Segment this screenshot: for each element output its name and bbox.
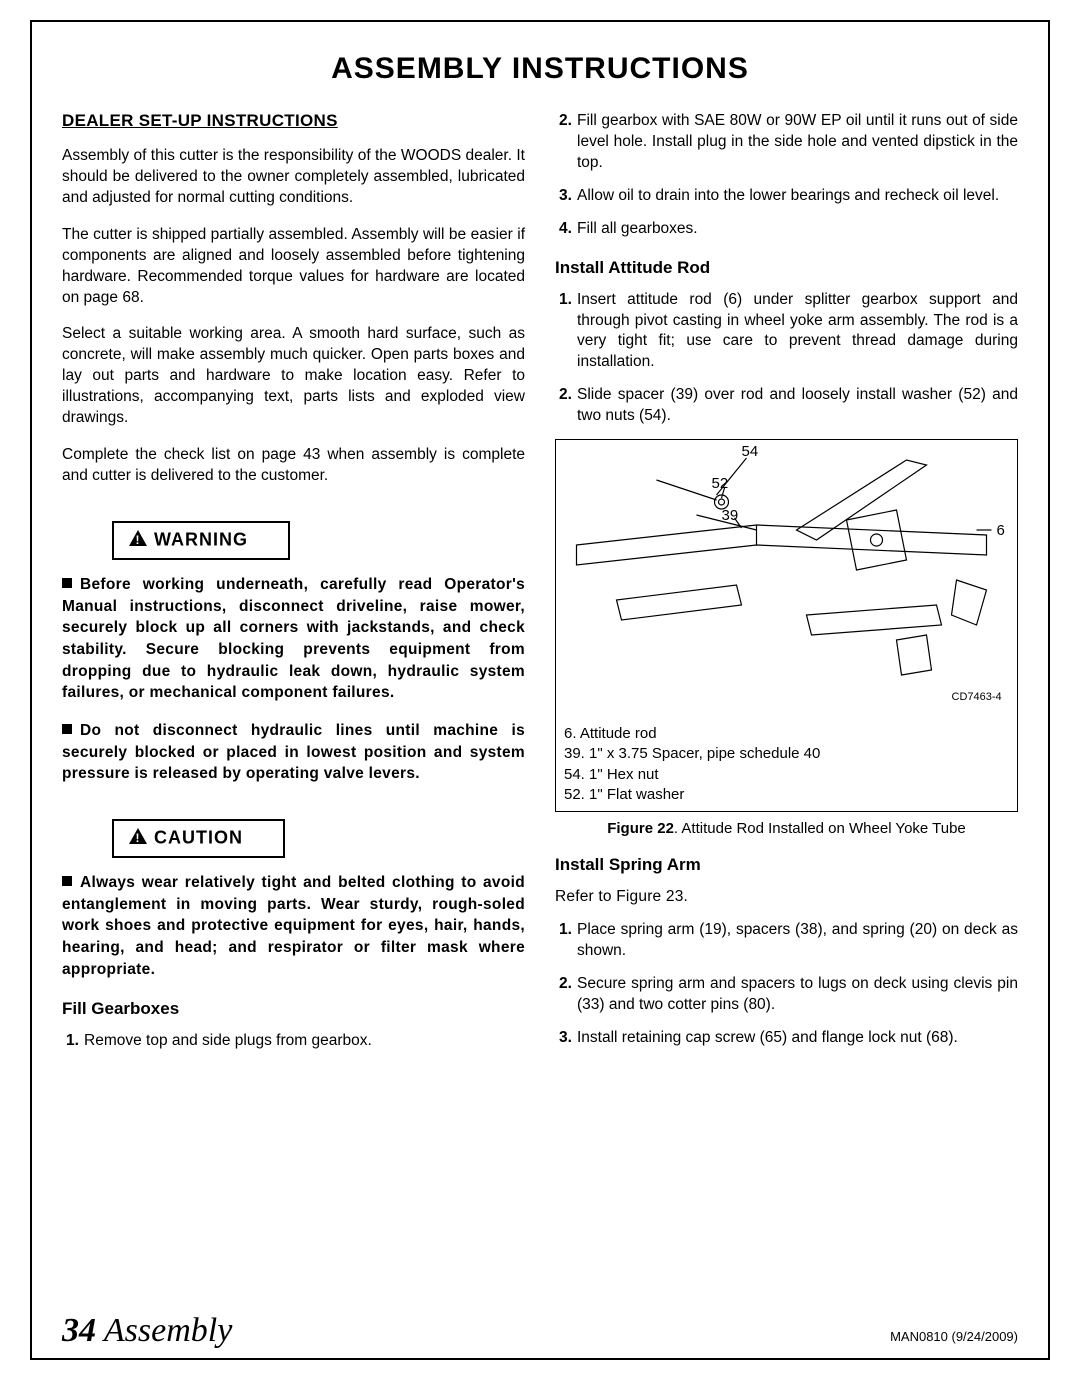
dealer-para-2: The cutter is shipped partially assemble… — [62, 225, 525, 309]
svg-text:!: ! — [136, 533, 141, 547]
step-number: 1. — [555, 920, 577, 962]
attitude-rod-heading: Install Attitude Rod — [555, 258, 1018, 278]
dealer-setup-heading: DEALER SET-UP INSTRUCTIONS — [62, 111, 525, 131]
legend-line: 39. 1" x 3.75 Spacer, pipe schedule 40 — [564, 744, 1009, 764]
step-number: 3. — [555, 1028, 577, 1049]
footer-section-label: 34 Assembly — [62, 1312, 232, 1350]
fill-step-1: 1. Remove top and side plugs from gearbo… — [62, 1031, 525, 1052]
caution-label: CAUTION — [154, 827, 243, 847]
step-number: 2. — [555, 111, 577, 174]
figure-22-caption: Figure 22. Attitude Rod Installed on Whe… — [555, 820, 1018, 837]
spring-step-3: 3. Install retaining cap screw (65) and … — [555, 1028, 1018, 1049]
page-title: ASSEMBLY INSTRUCTIONS — [62, 52, 1018, 86]
figure-code: CD7463-4 — [952, 691, 1002, 703]
warning-bullet-1: Before working underneath, carefully rea… — [62, 574, 525, 704]
figure-22-box: 54 52 39 6 CD7463-4 6. Attitude rod 39. … — [555, 439, 1018, 812]
fill-step-3: 3. Allow oil to drain into the lower bea… — [555, 186, 1018, 207]
caution-box: ! CAUTION — [112, 819, 285, 858]
fill-step-2: 2. Fill gearbox with SAE 80W or 90W EP o… — [555, 111, 1018, 174]
spring-step-1: 1. Place spring arm (19), spacers (38), … — [555, 920, 1018, 962]
square-bullet-icon — [62, 578, 72, 588]
step-number: 2. — [555, 385, 577, 427]
legend-line: 54. 1" Hex nut — [564, 765, 1009, 785]
dealer-para-4: Complete the check list on page 43 when … — [62, 445, 525, 487]
two-column-layout: DEALER SET-UP INSTRUCTIONS Assembly of t… — [62, 111, 1018, 1063]
warning-box: ! WARNING — [112, 521, 290, 560]
step-number: 4. — [555, 219, 577, 240]
figure-22-legend: 6. Attitude rod 39. 1" x 3.75 Spacer, pi… — [556, 720, 1017, 811]
page-frame: ASSEMBLY INSTRUCTIONS DEALER SET-UP INST… — [30, 20, 1050, 1360]
step-number: 1. — [62, 1031, 84, 1052]
step-number: 2. — [555, 974, 577, 1016]
square-bullet-icon — [62, 724, 72, 734]
spring-step-2: 2. Secure spring arm and spacers to lugs… — [555, 974, 1018, 1016]
legend-line: 6. Attitude rod — [564, 724, 1009, 744]
square-bullet-icon — [62, 876, 72, 886]
callout-52: 52 — [712, 475, 729, 492]
warning-label: WARNING — [154, 529, 248, 549]
spring-ref: Refer to Figure 23. — [555, 887, 1018, 908]
dealer-para-1: Assembly of this cutter is the responsib… — [62, 146, 525, 209]
figure-22-diagram: 54 52 39 6 CD7463-4 — [556, 440, 1017, 720]
fill-step-4: 4. Fill all gearboxes. — [555, 219, 1018, 240]
fill-gearboxes-heading: Fill Gearboxes — [62, 999, 525, 1019]
section-name: Assembly — [104, 1312, 232, 1349]
legend-line: 52. 1" Flat washer — [564, 785, 1009, 805]
svg-text:!: ! — [136, 831, 141, 845]
right-column: 2. Fill gearbox with SAE 80W or 90W EP o… — [555, 111, 1018, 1063]
step-number: 1. — [555, 290, 577, 374]
callout-54: 54 — [742, 443, 759, 460]
page-number: 34 — [62, 1312, 96, 1349]
attitude-step-1: 1. Insert attitude rod (6) under splitte… — [555, 290, 1018, 374]
caution-bullet-1: Always wear relatively tight and belted … — [62, 872, 525, 980]
warning-triangle-icon: ! — [128, 529, 148, 552]
caution-triangle-icon: ! — [128, 827, 148, 850]
callout-39: 39 — [722, 507, 739, 524]
spring-arm-heading: Install Spring Arm — [555, 855, 1018, 875]
attitude-step-2: 2. Slide spacer (39) over rod and loosel… — [555, 385, 1018, 427]
warning-bullet-2: Do not disconnect hydraulic lines until … — [62, 720, 525, 785]
left-column: DEALER SET-UP INSTRUCTIONS Assembly of t… — [62, 111, 525, 1063]
dealer-para-3: Select a suitable working area. A smooth… — [62, 324, 525, 429]
page-footer: 34 Assembly MAN0810 (9/24/2009) — [62, 1312, 1018, 1350]
callout-6: 6 — [997, 522, 1005, 539]
step-number: 3. — [555, 186, 577, 207]
footer-doc-id: MAN0810 (9/24/2009) — [890, 1329, 1018, 1344]
